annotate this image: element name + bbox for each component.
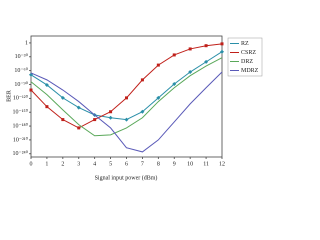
marker — [29, 88, 33, 92]
marker — [140, 109, 145, 114]
x-tick-label: 0 — [30, 161, 33, 167]
series-line — [30, 57, 223, 137]
marker — [109, 110, 113, 114]
legend-box — [227, 37, 263, 77]
x-axis-title: Signal input power (dBm) — [95, 174, 158, 181]
y-tick-label: 10⁻²¹⁰ — [13, 136, 29, 143]
x-tick-label: 12 — [219, 161, 225, 167]
y-tick-label: 10⁻²⁴⁰ — [13, 150, 29, 157]
marker — [156, 63, 160, 67]
x-tick-label: 8 — [157, 161, 160, 167]
x-tick-label: 3 — [77, 161, 80, 167]
marker — [125, 96, 128, 100]
y-tick-label: 10⁻³⁰ — [15, 53, 29, 60]
x-tick-label: 11 — [203, 161, 209, 167]
y-tick-label: 10⁻⁶⁰ — [14, 67, 28, 74]
marker — [188, 70, 193, 75]
marker — [93, 118, 97, 122]
legend-label: MDRZ — [241, 68, 259, 74]
marker — [124, 117, 129, 122]
x-tick-label: 1 — [45, 161, 48, 167]
marker — [204, 44, 208, 48]
x-tick-label: 4 — [93, 161, 96, 167]
x-tick-label: 7 — [141, 161, 144, 167]
y-tick-label: 10⁻¹²⁰ — [13, 95, 29, 102]
marker — [172, 82, 177, 87]
marker — [140, 78, 144, 82]
x-tick-label: 5 — [109, 161, 112, 167]
series-line — [30, 71, 223, 153]
marker — [188, 47, 192, 51]
series-line — [30, 43, 223, 129]
legend-label: RZ — [241, 41, 249, 47]
y-tick-label: 10⁻⁹⁰ — [14, 81, 28, 88]
marker — [172, 53, 176, 57]
series-line — [30, 51, 223, 121]
marker — [220, 49, 224, 54]
y-tick-label: 10⁻¹⁵⁰ — [13, 109, 29, 116]
legend-label: DRZ — [241, 59, 253, 65]
marker — [45, 105, 49, 109]
marker — [44, 82, 49, 87]
marker — [77, 126, 81, 130]
x-tick-label: 9 — [173, 161, 176, 167]
marker — [60, 95, 65, 100]
marker — [156, 95, 161, 100]
y-tick-label: 10⁻¹⁸⁰ — [13, 122, 29, 129]
marker — [108, 115, 113, 120]
chart: BER Signal input power (dBm) 1 10⁻³⁰ 10⁻⁶⁰… — [6, 35, 263, 181]
legend-label: CSRZ — [241, 50, 256, 56]
marker — [204, 59, 209, 64]
x-tick-label: 2 — [61, 161, 64, 167]
marker — [76, 105, 81, 110]
y-axis-title: BER — [6, 90, 12, 102]
x-tick-label: 6 — [125, 161, 128, 167]
marker — [61, 118, 65, 122]
y-tick-label: 1 — [25, 40, 28, 46]
x-tick-label: 10 — [187, 161, 193, 167]
marker — [220, 42, 224, 46]
